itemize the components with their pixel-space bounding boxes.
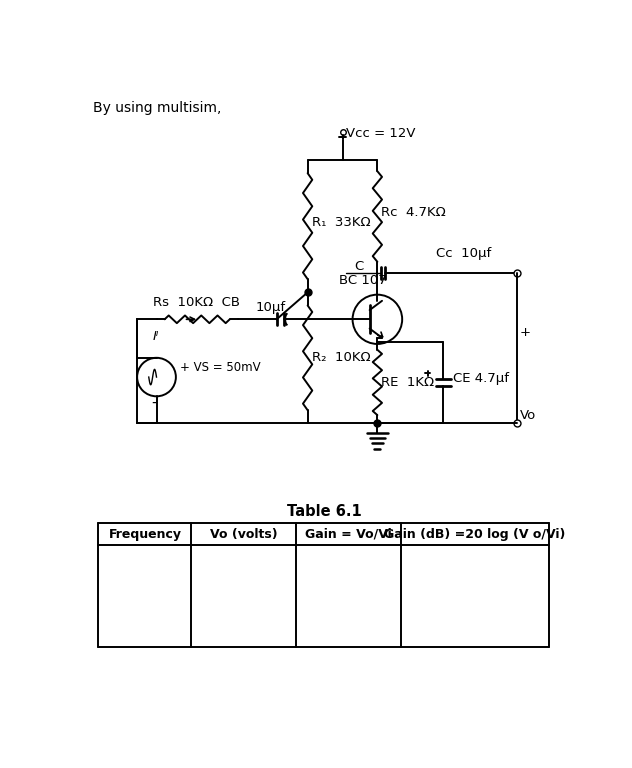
Text: CE 4.7μf: CE 4.7μf bbox=[453, 372, 509, 385]
Text: Iᴵ: Iᴵ bbox=[152, 329, 159, 343]
Text: -: - bbox=[152, 395, 157, 410]
Text: Vcc = 12V: Vcc = 12V bbox=[346, 127, 415, 141]
Text: +: + bbox=[520, 326, 531, 339]
Text: Vo: Vo bbox=[520, 409, 536, 422]
Text: Frequency: Frequency bbox=[108, 528, 181, 541]
Text: C: C bbox=[354, 260, 363, 273]
Text: BC 107: BC 107 bbox=[339, 274, 386, 287]
Text: RE  1KΩ: RE 1KΩ bbox=[381, 376, 434, 389]
Text: Rs  10KΩ  CB: Rs 10KΩ CB bbox=[152, 296, 240, 309]
Text: Rc  4.7KΩ: Rc 4.7KΩ bbox=[381, 206, 446, 219]
Text: R₁  33KΩ: R₁ 33KΩ bbox=[312, 216, 370, 229]
Text: R₂  10KΩ: R₂ 10KΩ bbox=[312, 351, 370, 364]
Text: Vo (volts): Vo (volts) bbox=[210, 528, 277, 541]
Text: Cc  10μf: Cc 10μf bbox=[435, 247, 491, 260]
Text: Gain = Vo/Vi: Gain = Vo/Vi bbox=[305, 528, 392, 541]
Text: Table 6.1: Table 6.1 bbox=[286, 505, 362, 519]
Text: By using multisim,: By using multisim, bbox=[93, 101, 221, 114]
Text: 10μf: 10μf bbox=[255, 301, 286, 314]
Text: Gain (dB) =20 log (V o/Vi): Gain (dB) =20 log (V o/Vi) bbox=[384, 528, 566, 541]
Text: + VS = 50mV: + VS = 50mV bbox=[179, 361, 260, 374]
